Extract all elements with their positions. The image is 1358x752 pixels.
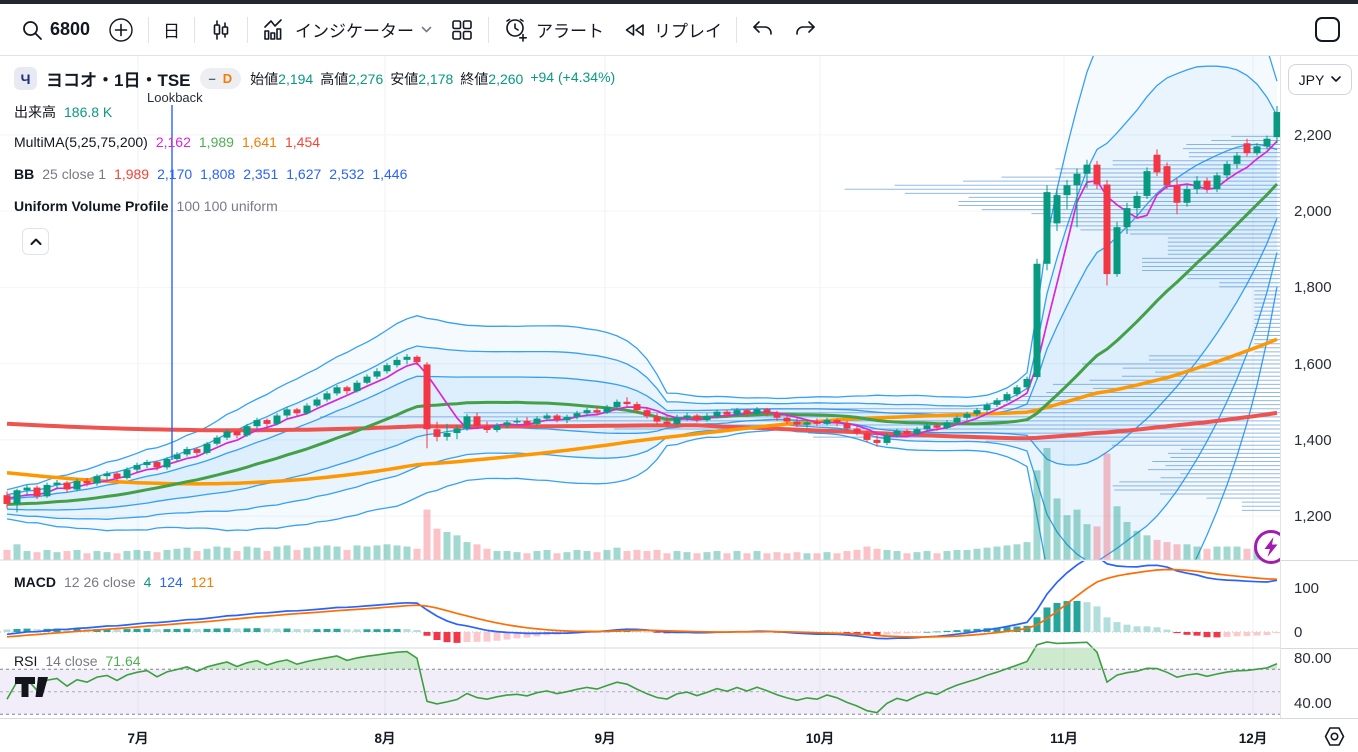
top-toolbar: 6800 日 インジケーター [0,4,1358,56]
axis-tick-label: 80.00 [1294,650,1332,667]
time-axis[interactable]: 7月 8月 9月 10月 11月 12月 [0,718,1358,752]
indicator-icon [262,18,288,42]
lookback-annotation-label[interactable]: Lookback [147,90,203,105]
time-tick-label: 10月 [805,731,835,746]
symbol-text: 6800 [50,19,91,39]
rsi-params: 14 close [45,653,98,669]
time-tick-label: 11月 [1050,731,1078,746]
currency-label: JPY [1298,71,1325,88]
bb-name: BB [14,166,35,182]
redo-button[interactable] [784,12,826,48]
symbol-legend-row[interactable]: Ч ヨコオ・1日・TSE – D 始値2,194 高値2,276 安値2,178… [14,66,615,91]
chart-type-button[interactable] [200,12,242,48]
volume-label: 出来高 [14,104,56,120]
axis-tick-label: 2,000 [1294,203,1332,221]
redo-icon [793,20,817,40]
dividend-flag[interactable]: D [222,71,233,86]
chart-canvas[interactable]: Ч ヨコオ・1日・TSE – D 始値2,194 高値2,276 安値2,178… [0,56,1288,718]
fullscreen-button[interactable] [1315,17,1340,42]
multima-legend-row[interactable]: MultiMA(5,25,75,200) 2,162 1,989 1,641 1… [14,134,321,150]
alarm-clock-plus-icon [503,17,529,43]
interval-button[interactable]: 日 [154,12,189,48]
bb-legend-row[interactable]: BB 25 close 1 1,989 2,170 1,808 2,351 1,… [14,166,408,182]
symbol-logo: Ч [14,67,37,90]
indicators-label: インジケーター [295,22,415,41]
uvp-legend-row[interactable]: Uniform Volume Profile 100 100 uniform [14,198,278,214]
interval-label: 日 [163,22,181,41]
bb-params: 25 close 1 [42,166,107,182]
chevron-up-icon [30,238,41,245]
axis-tick-label: 2,200 [1294,126,1332,144]
chevron-down-icon [1331,76,1342,82]
time-tick-label: 7月 [127,731,149,746]
axis-tick-label: 1,800 [1294,279,1332,297]
replay-label: リプレイ [654,22,723,41]
volume-legend-row[interactable]: 出来高 186.8 K [14,102,112,122]
uvp-name: Uniform Volume Profile [14,198,169,214]
axis-tick-label: 40.00 [1294,695,1332,712]
search-icon [21,19,43,41]
ohlc-values: 始値2,194 高値2,276 安値2,178 終値2,260 +94 (+4.… [250,68,616,87]
alert-button[interactable]: アラート [494,12,613,48]
rewind-icon [622,19,647,41]
candlestick-icon [209,18,233,42]
indicators-button[interactable]: インジケーター [253,12,441,48]
macd-legend-row[interactable]: MACD 12 26 close 4 124 121 [14,574,215,590]
pane-separator[interactable] [1281,560,1358,561]
toolbar-separator [194,16,196,43]
rsi-name: RSI [14,653,38,669]
plus-circle-icon [108,17,134,43]
toolbar-separator [247,16,249,43]
uvp-params: 100 100 uniform [176,198,278,214]
toolbar-separator [736,16,738,43]
multima-name: MultiMA(5,25,75,200) [14,134,148,150]
rsi-legend-row[interactable]: RSI 14 close 71.64 [14,653,141,669]
symbol-title: ヨコオ・1日・TSE [46,71,191,90]
layout-templates-button[interactable] [441,12,483,48]
axis-tick-label: 1,400 [1294,431,1332,449]
axis-tick-label: 0 [1294,624,1303,641]
toolbar-separator [148,16,150,43]
timezone-settings-icon[interactable] [1323,725,1346,752]
axis-tick-label: 1,200 [1294,508,1332,526]
replay-button[interactable]: リプレイ [613,12,731,48]
compare-add-button[interactable] [99,12,143,48]
collapse-legend-button[interactable] [22,228,49,255]
volume-value: 186.8 K [64,104,113,120]
tradingview-logo[interactable] [13,674,55,705]
chevron-down-icon [421,26,432,34]
axis-tick-label: 1,600 [1294,355,1332,373]
time-tick-label: 12月 [1238,731,1268,746]
alert-label: アラート [536,22,605,41]
window-top-edge [0,0,1358,4]
pane-separator[interactable] [1281,648,1358,649]
macd-name: MACD [14,574,56,590]
time-tick-label: 8月 [374,731,396,746]
symbol-search-button[interactable]: 6800 [12,12,99,48]
toolbar-separator [488,16,490,43]
price-axis[interactable]: JPY 2,200 2,000 1,800 1,600 1,400 1,200 100 0 80… [1280,56,1358,718]
currency-button[interactable]: JPY [1288,64,1352,95]
axis-tick-label: 100 [1294,580,1320,597]
undo-icon [751,20,775,40]
chart-svg[interactable] [0,56,1280,718]
time-tick-label: 9月 [594,731,616,746]
symbol-flags[interactable]: – D [199,68,242,89]
macd-params: 12 26 close [64,574,136,590]
hide-toggle-icon[interactable]: – [208,71,216,86]
undo-button[interactable] [742,12,784,48]
grid-icon [450,18,474,42]
